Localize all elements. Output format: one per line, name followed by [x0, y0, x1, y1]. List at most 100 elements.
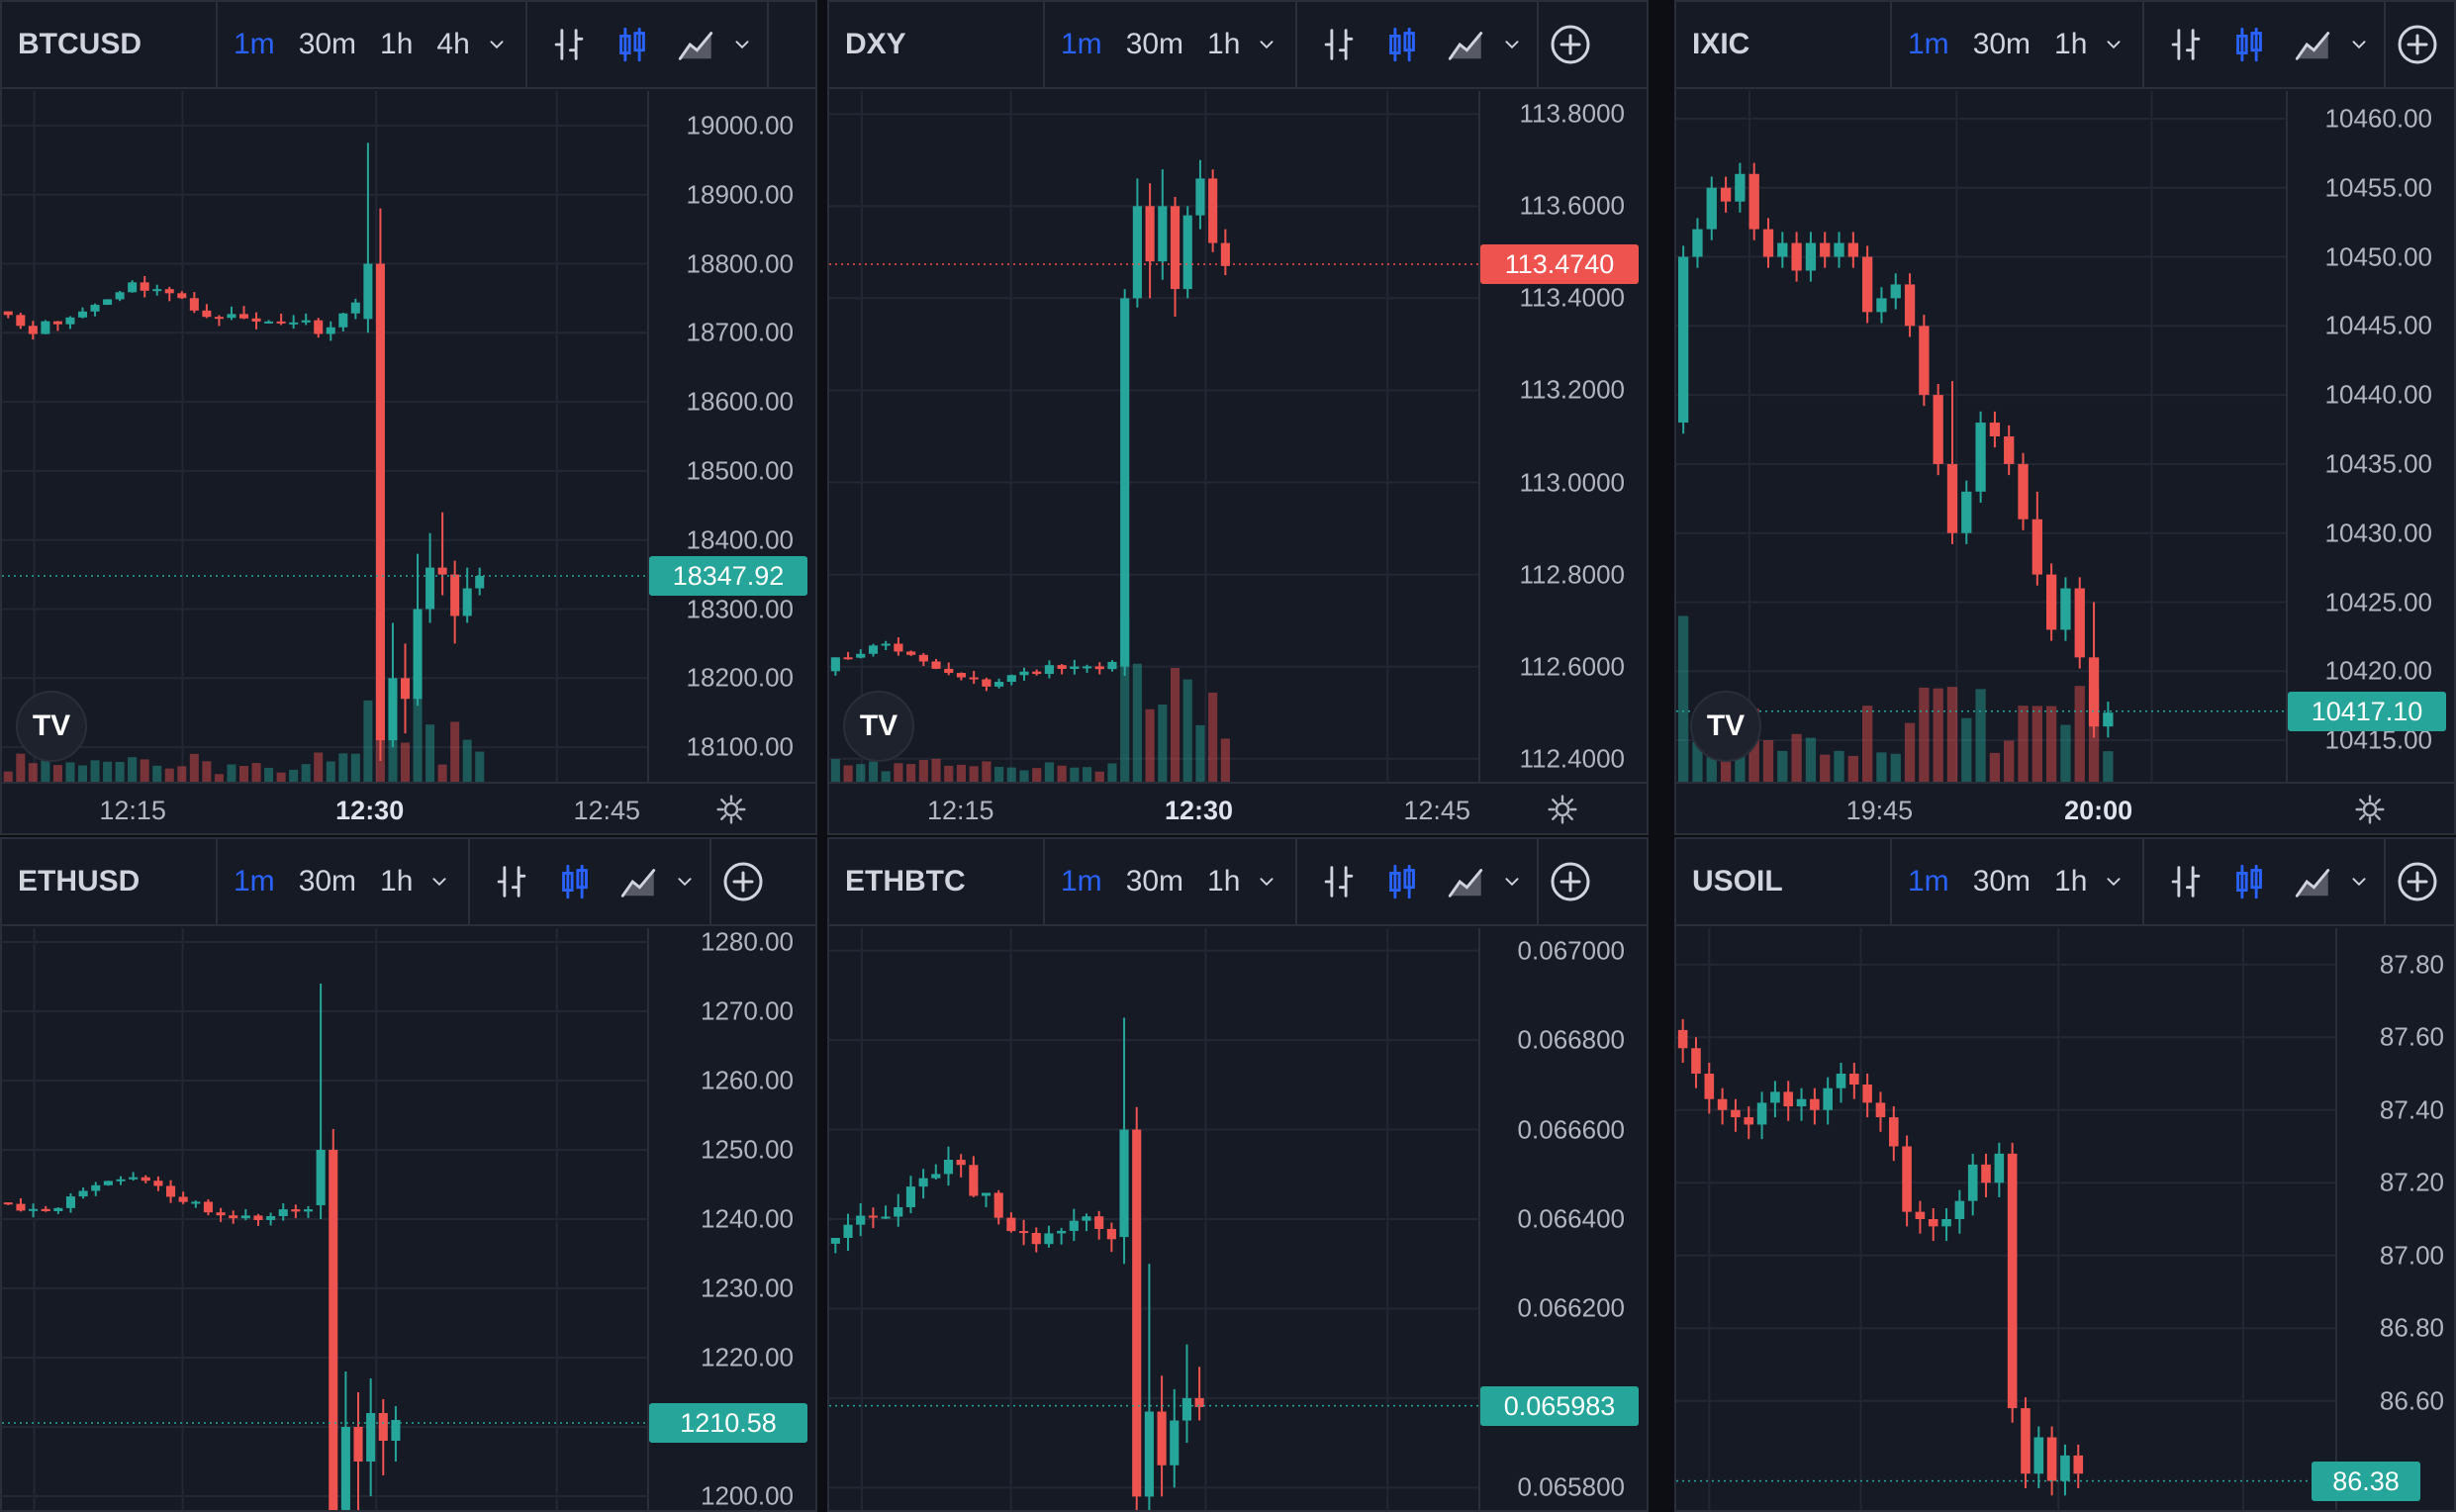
candlestick-plot[interactable] [829, 91, 1478, 782]
candles-button[interactable] [543, 857, 607, 906]
interval-1m[interactable]: 1m [1061, 28, 1102, 60]
symbol-label[interactable]: BTCUSD [2, 2, 218, 87]
candle-body [843, 657, 853, 660]
chart-type-dropdown[interactable] [670, 867, 700, 897]
interval-dropdown[interactable] [2099, 30, 2128, 59]
interval-30m[interactable]: 30m [1125, 28, 1184, 60]
interval-dropdown[interactable] [1252, 867, 1281, 897]
chart-settings-button[interactable] [1543, 790, 1582, 829]
bars-button[interactable] [537, 20, 601, 69]
interval-1h[interactable]: 1h [2054, 28, 2088, 60]
bars-button[interactable] [2154, 20, 2218, 69]
chart-pane-dxy[interactable]: DXY 1m 30m 1h 113.8000 113.6000 113.4000 113.20… [827, 0, 1649, 835]
candlestick-plot[interactable] [2, 928, 647, 1510]
area-button[interactable] [1434, 857, 1497, 906]
symbol-label[interactable]: ETHUSD [2, 839, 218, 924]
add-indicator-button[interactable] [711, 839, 775, 924]
candle-body [152, 289, 162, 292]
candles-button[interactable] [2218, 857, 2281, 906]
interval-1h[interactable]: 1h [1207, 865, 1241, 898]
candlestick-plot[interactable] [829, 928, 1478, 1510]
candle-body [1119, 1129, 1129, 1238]
chart-type-dropdown[interactable] [2344, 30, 2374, 59]
chart-settings-button[interactable] [711, 790, 751, 829]
tradingview-logo-icon[interactable]: TV [843, 691, 914, 762]
bar-chart-icon [498, 866, 526, 898]
interval-1h[interactable]: 1h [1207, 28, 1241, 60]
candles-button[interactable] [1370, 857, 1434, 906]
volume-bar [1094, 771, 1104, 782]
candle-body [868, 645, 879, 654]
interval-30m[interactable]: 30m [1972, 28, 2031, 60]
interval-30m[interactable]: 30m [298, 865, 357, 898]
bars-button[interactable] [480, 857, 543, 906]
add-indicator-button[interactable] [2386, 2, 2449, 87]
chart-pane-btcusd[interactable]: BTCUSD 1m 30m 1h 4h 19000.00 18900.00 18800.00 1… [0, 0, 817, 835]
interval-30m[interactable]: 30m [1125, 865, 1184, 898]
area-button[interactable] [664, 20, 727, 69]
bars-button[interactable] [1307, 857, 1370, 906]
interval-dropdown[interactable] [425, 867, 454, 897]
symbol-label[interactable]: ETHBTC [829, 839, 1045, 924]
chart-pane-ethusd[interactable]: ETHUSD 1m 30m 1h 1280.00 1270.00 1260.00 1250.0… [0, 837, 817, 1512]
price-axis[interactable]: 113.8000 113.6000 113.4000 113.2000 113.0000… [1478, 91, 1647, 782]
add-indicator-button[interactable] [1539, 839, 1602, 924]
interval-4h[interactable]: 4h [436, 28, 470, 60]
interval-dropdown[interactable] [482, 30, 512, 59]
interval-1h[interactable]: 1h [380, 28, 414, 60]
symbol-label[interactable]: IXIC [1676, 2, 1892, 87]
area-button[interactable] [607, 857, 670, 906]
price-axis[interactable]: 87.80 87.60 87.40 87.20 87.00 86.80 86.60 86.38 [2312, 928, 2454, 1510]
symbol-label[interactable]: DXY [829, 2, 1045, 87]
add-indicator-button[interactable] [2386, 839, 2449, 924]
price-axis[interactable]: 1280.00 1270.00 1260.00 1250.00 1240.00 1230.… [647, 927, 815, 1510]
chart-type-dropdown[interactable] [1497, 867, 1527, 897]
candles-button[interactable] [2218, 20, 2281, 69]
add-indicator-button[interactable] [1539, 2, 1602, 87]
candle-body [1208, 178, 1218, 243]
tradingview-logo-icon[interactable]: TV [1690, 691, 1761, 762]
time-axis[interactable]: 19:45 20:00 [1676, 782, 2454, 833]
interval-1m[interactable]: 1m [1061, 865, 1102, 898]
price-axis[interactable]: 19000.00 18900.00 18800.00 18700.00 18600.00… [647, 91, 815, 782]
price-axis-label: 113.8000 [1519, 98, 1625, 129]
candle-body [1094, 1216, 1104, 1229]
time-axis[interactable]: 12:15 12:30 12:45 [829, 782, 1647, 833]
candles-button[interactable] [601, 20, 664, 69]
candles-button[interactable] [1370, 20, 1434, 69]
chart-pane-usoil[interactable]: USOIL 1m 30m 1h 87.80 87.60 87.40 87.20 87.00 86.… [1674, 837, 2456, 1512]
interval-dropdown[interactable] [1252, 30, 1281, 59]
price-axis[interactable]: 10460.00 10455.00 10450.00 10445.00 10440.00… [2286, 91, 2454, 782]
interval-dropdown[interactable] [2099, 867, 2128, 897]
interval-1h[interactable]: 1h [380, 865, 414, 898]
interval-1m[interactable]: 1m [1908, 28, 1949, 60]
area-button[interactable] [1434, 20, 1497, 69]
tradingview-logo-icon[interactable]: TV [16, 691, 87, 762]
area-button[interactable] [2281, 20, 2344, 69]
price-axis-label: 0.066400 [1517, 1203, 1625, 1234]
interval-30m[interactable]: 30m [1972, 865, 2031, 898]
chart-type-dropdown[interactable] [727, 30, 757, 59]
candlestick-plot[interactable] [2, 91, 647, 782]
candlestick-plot[interactable] [1676, 91, 2286, 782]
interval-30m[interactable]: 30m [298, 28, 357, 60]
chart-type-dropdown[interactable] [1497, 30, 1527, 59]
volume-bar [338, 753, 348, 782]
interval-1m[interactable]: 1m [234, 865, 275, 898]
chart-type-dropdown[interactable] [2344, 867, 2374, 897]
volume-bar [1032, 768, 1042, 782]
chart-settings-button[interactable] [2350, 790, 2390, 829]
symbol-label[interactable]: USOIL [1676, 839, 1892, 924]
bars-button[interactable] [1307, 20, 1370, 69]
bars-button[interactable] [2154, 857, 2218, 906]
interval-1h[interactable]: 1h [2054, 865, 2088, 898]
area-button[interactable] [2281, 857, 2344, 906]
chart-pane-ethbtc[interactable]: ETHBTC 1m 30m 1h 0.067000 0.066800 0.066600 0.0… [827, 837, 1649, 1512]
chart-pane-ixic[interactable]: IXIC 1m 30m 1h 10460.00 10455.00 10450.00 10445… [1674, 0, 2456, 835]
candlestick-plot[interactable] [1676, 928, 2335, 1510]
time-axis[interactable]: 12:15 12:30 12:45 [2, 782, 815, 833]
interval-1m[interactable]: 1m [234, 28, 275, 60]
interval-1m[interactable]: 1m [1908, 865, 1949, 898]
candle-body [1933, 395, 1943, 464]
price-axis[interactable]: 0.067000 0.066800 0.066600 0.066400 0.066200… [1478, 928, 1647, 1510]
